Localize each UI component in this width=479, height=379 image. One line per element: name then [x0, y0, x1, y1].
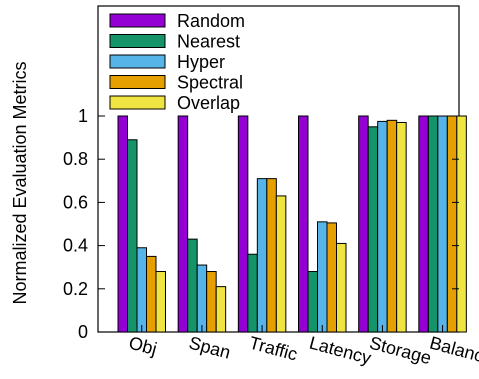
legend-swatch: [109, 75, 166, 89]
bar-random: [237, 115, 249, 333]
bars-group: [117, 115, 467, 333]
bar-overlap: [336, 242, 347, 333]
y-tick-label: 0.8: [63, 149, 88, 169]
y-axis-ticks: 0 0.2 0.4 0.6 0.8 1: [63, 106, 459, 342]
bar-spectral: [386, 119, 398, 333]
bar-nearest: [247, 253, 258, 333]
bar-spectral: [446, 115, 458, 333]
bar-overlap: [275, 195, 287, 333]
legend-label: Spectral: [177, 73, 243, 93]
bar-hyper: [377, 120, 388, 333]
bar-nearest: [307, 271, 318, 333]
y-tick-label: 0.2: [63, 279, 88, 299]
x-tick-label: Latency: [307, 333, 373, 369]
bar-random: [358, 115, 369, 333]
bar-spectral: [326, 222, 337, 333]
bar-spectral: [206, 271, 217, 333]
bar-overlap: [456, 115, 467, 333]
legend-swatch: [109, 34, 166, 48]
x-tick-label: Obj: [127, 333, 159, 360]
y-tick-label: 0.4: [63, 236, 88, 256]
x-tick-label: Storage: [367, 333, 433, 369]
bar-spectral: [266, 178, 277, 333]
y-tick-label: 0.6: [63, 192, 88, 212]
y-tick-label: 1: [78, 106, 88, 126]
bar-random: [418, 115, 429, 333]
bar-overlap: [155, 271, 166, 333]
bar-hyper: [196, 264, 208, 333]
bar-random: [177, 115, 189, 333]
x-tick-label: Span: [187, 333, 233, 363]
bar-nearest: [367, 126, 379, 333]
legend-swatch: [109, 54, 166, 69]
legend-label: Hyper: [177, 52, 225, 72]
legend-swatch: [109, 13, 166, 28]
legend-label: Overlap: [177, 93, 240, 113]
bar-hyper: [317, 221, 328, 333]
y-axis-label: Normalized Evaluation Metrics: [10, 61, 30, 304]
bar-nearest: [187, 238, 198, 333]
bar-nearest: [427, 115, 439, 333]
y-tick-label: 0: [78, 322, 88, 342]
legend-label: Random: [177, 11, 245, 31]
bar-random: [117, 115, 128, 333]
bar-overlap: [215, 286, 227, 333]
legend-swatch: [109, 95, 166, 110]
bar-spectral: [146, 255, 157, 333]
bar-hyper: [136, 247, 147, 333]
bar-random: [298, 115, 309, 333]
x-tick-label: Traffic: [247, 333, 300, 365]
bar-hyper: [256, 178, 268, 333]
bar-hyper: [437, 115, 448, 333]
x-tick-label: Balance: [428, 333, 479, 369]
legend-label: Nearest: [177, 32, 240, 52]
bar-nearest: [127, 139, 138, 333]
bar-overlap: [396, 121, 407, 333]
